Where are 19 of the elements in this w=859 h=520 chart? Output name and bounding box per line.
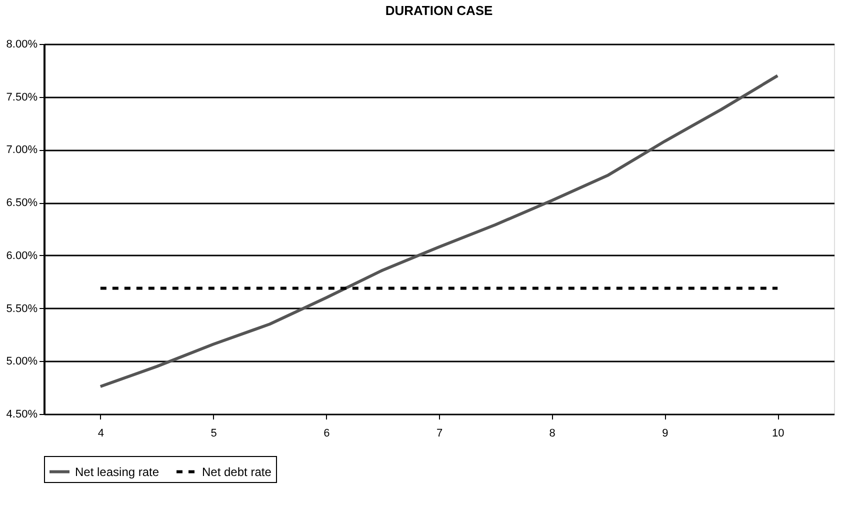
y-tick-label: 6.00% — [6, 250, 38, 262]
chart-title: DURATION CASE — [385, 3, 494, 18]
y-tick-label: 5.00% — [6, 356, 38, 368]
x-tick-label: 6 — [324, 428, 330, 440]
y-tick-label: 8.00% — [6, 38, 38, 50]
x-tick-label: 10 — [772, 428, 784, 440]
y-tick-label: 5.50% — [6, 302, 38, 315]
y-tick-label: 7.50% — [6, 91, 38, 104]
y-tick-label: 4.50% — [6, 408, 38, 420]
x-tick-label: 7 — [436, 428, 443, 440]
x-tick-label: 8 — [549, 428, 556, 440]
x-tick-label: 9 — [662, 428, 668, 440]
legend-label: Net debt rate — [202, 464, 272, 479]
x-tick-label: 5 — [210, 428, 217, 440]
y-tick-label: 6.50% — [6, 197, 38, 210]
x-tick-label: 4 — [98, 428, 104, 440]
legend-label: Net leasing rate — [75, 464, 160, 479]
line-series — [98, 74, 780, 388]
y-tick-label: 7.00% — [6, 144, 38, 156]
